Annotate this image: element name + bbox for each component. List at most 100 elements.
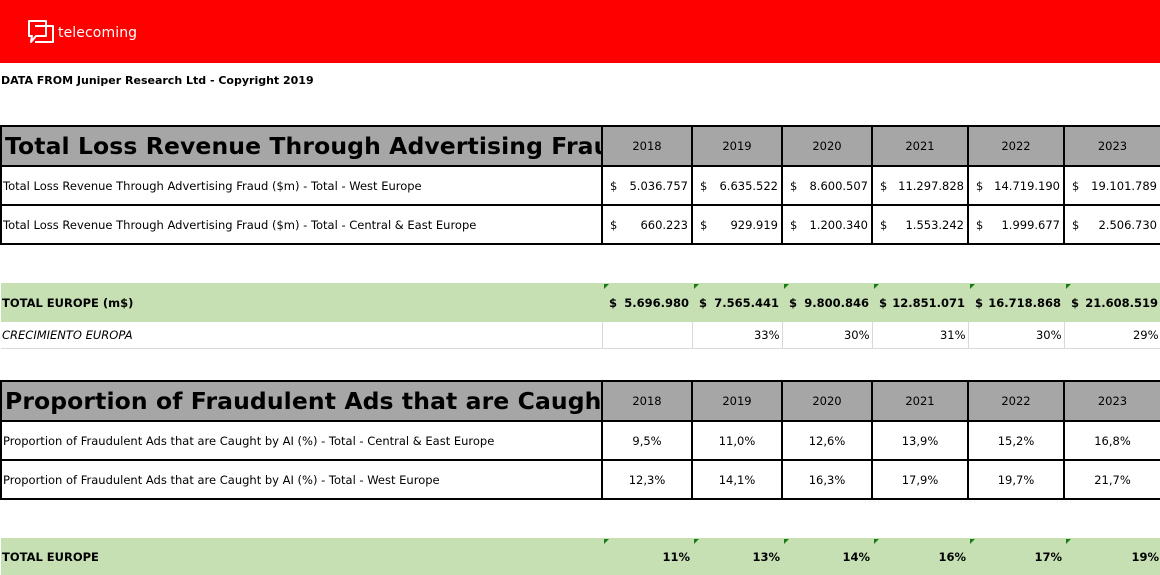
percent-cell[interactable]: 12,6% (781, 420, 873, 461)
currency-cell[interactable]: $19.101.789 (1063, 165, 1160, 206)
total-cell[interactable]: $16.718.868 (968, 283, 1064, 322)
year-header-cell[interactable]: 2018 (601, 380, 693, 422)
source-note: DATA FROM Juniper Research Ltd - Copyrig… (1, 74, 314, 87)
formula-marker (694, 539, 699, 544)
cell-value: 12.851.071 (892, 295, 965, 310)
cell-value: 6.635.522 (719, 178, 778, 193)
cell-value: 19% (1131, 549, 1159, 564)
total-cell[interactable]: 11% (602, 538, 692, 575)
table-title[interactable]: Proportion of Fraudulent Ads that are Ca… (0, 380, 603, 422)
fraud-ads-caught-table: Proportion of Fraudulent Ads that are Ca… (0, 380, 1160, 575)
year-header-cell[interactable]: 2018 (601, 125, 693, 167)
percent-cell[interactable]: 9,5% (601, 420, 693, 461)
table-row: Total Loss Revenue Through Advertising F… (0, 165, 1160, 206)
currency-cell[interactable]: $929.919 (691, 204, 783, 245)
year-header-cell[interactable]: 2022 (967, 125, 1065, 167)
currency-symbol: $ (790, 178, 798, 193)
currency-cell[interactable]: $5.036.757 (601, 165, 693, 206)
currency-cell[interactable]: $660.223 (601, 204, 693, 245)
cell-value: 2.506.730 (1098, 217, 1157, 232)
year-header-cell[interactable]: 2023 (1063, 380, 1160, 422)
currency-symbol: $ (880, 178, 888, 193)
cell-value: 14.719.190 (994, 178, 1060, 193)
percent-cell[interactable]: 11,0% (691, 420, 783, 461)
formula-marker (874, 284, 879, 289)
percent-cell[interactable]: 12,3% (601, 459, 693, 500)
total-cell[interactable]: 19% (1064, 538, 1160, 575)
table-row: Total Loss Revenue Through Advertising F… (0, 204, 1160, 245)
year-header-cell[interactable]: 2021 (871, 125, 969, 167)
currency-cell[interactable]: $1.999.677 (967, 204, 1065, 245)
year-header-cell[interactable]: 2021 (871, 380, 969, 422)
cell-value: 11.297.828 (898, 178, 964, 193)
currency-cell[interactable]: $6.635.522 (691, 165, 783, 206)
currency-symbol: $ (975, 295, 984, 310)
currency-cell[interactable]: $11.297.828 (871, 165, 969, 206)
growth-row: CRECIMIENTO EUROPA 33% 30% 31% 30% 29% (1, 322, 1160, 349)
currency-cell[interactable]: $1.200.340 (781, 204, 873, 245)
growth-cell[interactable]: 30% (782, 322, 873, 349)
cell-value: 1.553.242 (905, 217, 964, 232)
currency-symbol: $ (976, 178, 984, 193)
cell-value: 14% (842, 549, 870, 564)
total-row: TOTAL EUROPE 11% 13% 14% 16% 17% 19% (1, 538, 1160, 575)
total-label[interactable]: TOTAL EUROPE (1, 538, 602, 575)
total-cell[interactable]: 13% (692, 538, 782, 575)
row-label[interactable]: Proportion of Fraudulent Ads that are Ca… (0, 459, 603, 500)
row-label[interactable]: Total Loss Revenue Through Advertising F… (0, 204, 603, 245)
header-banner: telecoming (0, 0, 1160, 63)
row-label[interactable]: Proportion of Fraudulent Ads that are Ca… (0, 420, 603, 461)
formula-marker (1066, 539, 1071, 544)
total-cell[interactable]: $12.851.071 (872, 283, 968, 322)
loss-revenue-table: Total Loss Revenue Through Advertising F… (0, 125, 1160, 349)
cell-value: 1.200.340 (809, 217, 868, 232)
percent-cell[interactable]: 13,9% (871, 420, 969, 461)
percent-cell[interactable]: 16,3% (781, 459, 873, 500)
year-header-cell[interactable]: 2019 (691, 380, 783, 422)
total-cell[interactable]: $5.696.980 (602, 283, 692, 322)
currency-cell[interactable]: $2.506.730 (1063, 204, 1160, 245)
year-header-cell[interactable]: 2022 (967, 380, 1065, 422)
percent-cell[interactable]: 17,9% (871, 459, 969, 500)
cell-value: 5.036.757 (629, 178, 688, 193)
table-row: Proportion of Fraudulent Ads that are Ca… (0, 459, 1160, 500)
total-label[interactable]: TOTAL EUROPE (m$) (1, 283, 602, 322)
cell-value: 16% (938, 549, 966, 564)
year-header-cell[interactable]: 2019 (691, 125, 783, 167)
growth-cell[interactable] (602, 322, 693, 349)
percent-cell[interactable]: 14,1% (691, 459, 783, 500)
percent-cell[interactable]: 16,8% (1063, 420, 1160, 461)
total-cell[interactable]: $21.608.519 (1064, 283, 1160, 322)
year-header-cell[interactable]: 2023 (1063, 125, 1160, 167)
currency-symbol: $ (1072, 178, 1080, 193)
percent-cell[interactable]: 15,2% (967, 420, 1065, 461)
currency-cell[interactable]: $14.719.190 (967, 165, 1065, 206)
empty-row (1, 244, 1160, 283)
row-label[interactable]: Total Loss Revenue Through Advertising F… (0, 165, 603, 206)
formula-marker (874, 539, 879, 544)
growth-label[interactable]: CRECIMIENTO EUROPA (1, 322, 603, 349)
growth-cell[interactable]: 31% (872, 322, 969, 349)
currency-cell[interactable]: $8.600.507 (781, 165, 873, 206)
year-header-cell[interactable]: 2020 (781, 125, 873, 167)
total-cell[interactable]: 16% (872, 538, 968, 575)
total-cell[interactable]: $9.800.846 (782, 283, 872, 322)
total-cell[interactable]: $7.565.441 (692, 283, 782, 322)
percent-cell[interactable]: 21,7% (1063, 459, 1160, 500)
percent-cell[interactable]: 19,7% (967, 459, 1065, 500)
table-title[interactable]: Total Loss Revenue Through Advertising F… (0, 125, 603, 167)
cell-value: 19.101.789 (1091, 178, 1157, 193)
currency-cell[interactable]: $1.553.242 (871, 204, 969, 245)
cell-value: 660.223 (640, 217, 688, 232)
total-cell[interactable]: 17% (968, 538, 1064, 575)
cell-value: 929.919 (730, 217, 778, 232)
year-header-cell[interactable]: 2020 (781, 380, 873, 422)
growth-cell[interactable]: 33% (692, 322, 783, 349)
total-cell[interactable]: 14% (782, 538, 872, 575)
currency-symbol: $ (789, 295, 798, 310)
growth-cell[interactable]: 29% (1064, 322, 1160, 349)
growth-cell[interactable]: 30% (968, 322, 1065, 349)
currency-symbol: $ (609, 295, 618, 310)
currency-symbol: $ (699, 295, 708, 310)
formula-marker (604, 539, 609, 544)
